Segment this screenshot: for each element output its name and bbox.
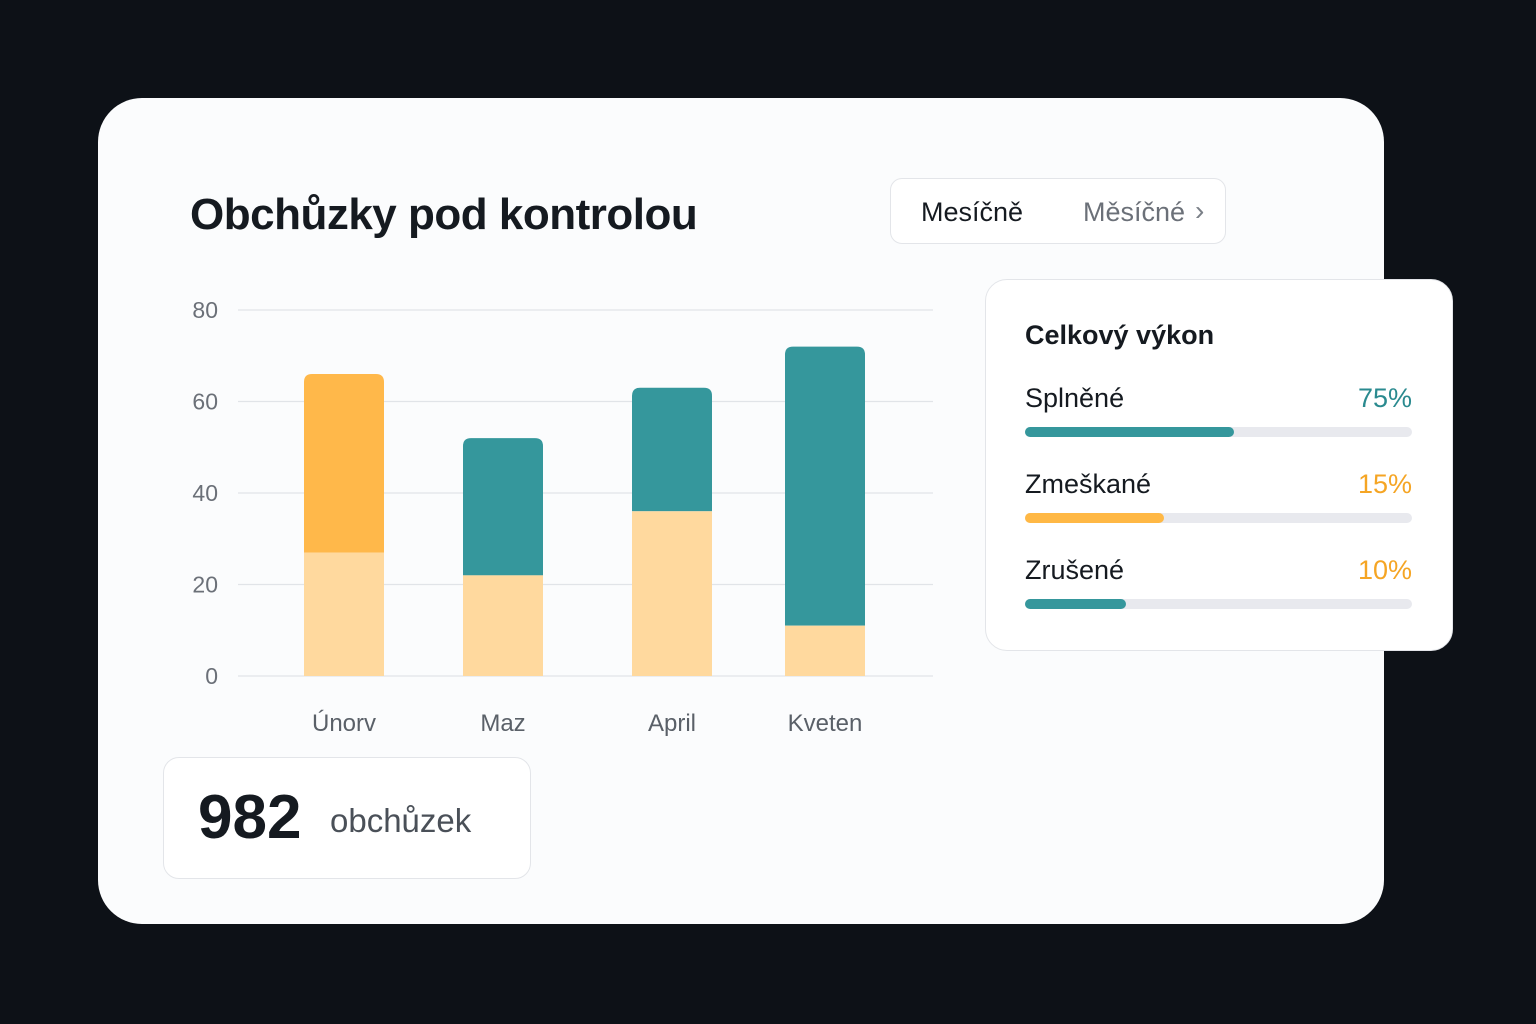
x-tick-label: Únorv (312, 710, 376, 737)
progress-fill (1025, 599, 1126, 609)
progress-track (1025, 513, 1412, 523)
progress-fill (1025, 513, 1165, 523)
performance-percent: 75% (1357, 383, 1412, 413)
summary-card: 982 obchůzek (163, 757, 531, 879)
bar-segment-lower (785, 625, 865, 676)
bar-segment-upper (785, 346, 865, 626)
bar-segment-upper (304, 374, 384, 553)
summary-unit: obchůzek (330, 802, 472, 839)
y-tick-label: 20 (192, 572, 218, 598)
chevron-right-icon[interactable]: › (1195, 195, 1205, 226)
bar-segment-lower (304, 552, 384, 676)
performance-label: Zmeškané (1025, 469, 1152, 499)
progress-track (1025, 599, 1412, 609)
x-tick-label: April (648, 710, 696, 737)
period-option-selected[interactable]: Mesíčně (921, 197, 1024, 227)
x-tick-label: Kveten (788, 710, 863, 737)
performance-label: Splněné (1025, 383, 1125, 413)
y-tick-label: 80 (192, 297, 218, 323)
progress-track (1025, 427, 1412, 437)
performance-percent: 15% (1357, 469, 1412, 499)
performance-panel: Celkový výkon Splněné 75% Zmeškané 15% Z… (985, 279, 1453, 651)
bar-segment-lower (463, 575, 543, 676)
y-tick-label: 0 (205, 663, 218, 689)
progress-fill (1025, 427, 1234, 437)
x-tick-label: Maz (480, 710, 525, 737)
bar-segment-upper (463, 438, 543, 576)
period-toggle[interactable]: Mesíčně Měsíčné › (890, 178, 1226, 244)
period-option[interactable]: Měsíčné (1083, 197, 1186, 227)
performance-title: Celkový výkon (1025, 320, 1215, 350)
bar-segment-upper (632, 387, 712, 512)
performance-percent: 10% (1357, 555, 1412, 585)
performance-label: Zrušené (1025, 555, 1125, 585)
y-tick-label: 40 (192, 480, 218, 506)
summary-value: 982 (198, 783, 302, 852)
bar-segment-lower (632, 511, 712, 676)
y-tick-label: 60 (192, 389, 218, 415)
page-title: Obchůzky pod kontrolou (190, 190, 698, 239)
